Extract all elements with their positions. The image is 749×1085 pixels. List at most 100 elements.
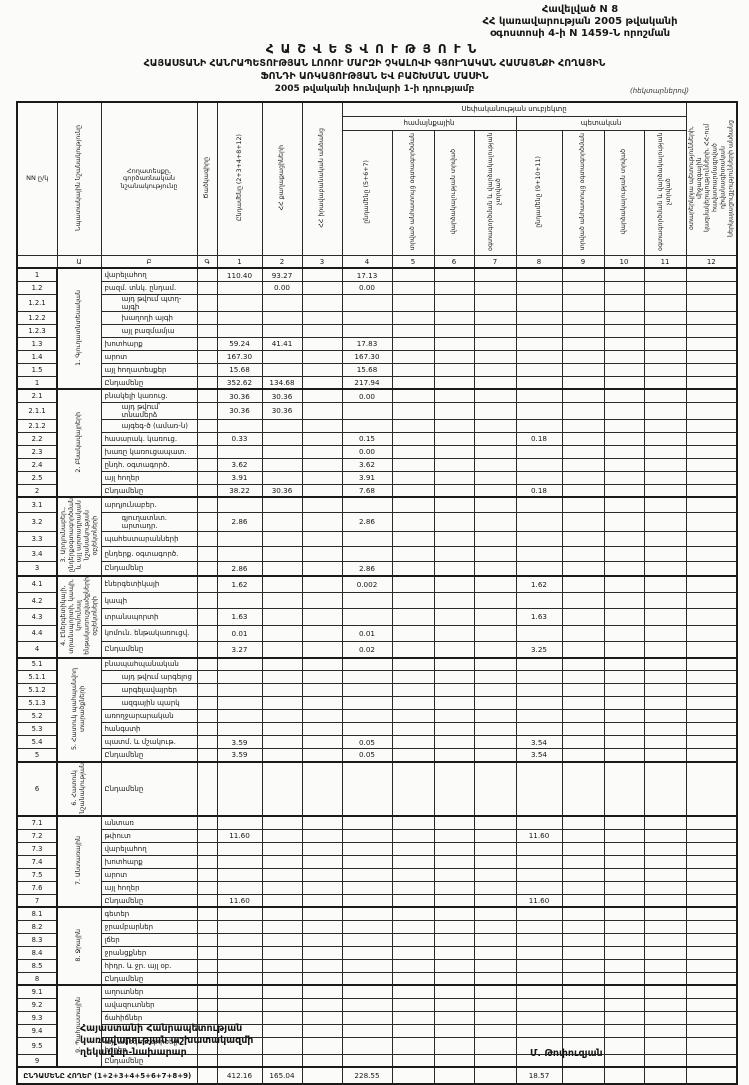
value-cell <box>261 591 303 610</box>
row-number: 1.5 <box>16 362 58 377</box>
code-cell <box>196 945 218 960</box>
value-cell <box>515 906 563 921</box>
section-label: 7. Անտառային <box>75 836 83 886</box>
value-cell <box>261 670 303 685</box>
header-col1: Ընդամենը (2+3+4+8+12) <box>216 101 263 256</box>
column-letter: 12 <box>685 254 738 270</box>
decree-line-2: օգոստոսի 4-ի N 1459-Ն որոշման <box>489 28 671 39</box>
value-cell <box>643 336 687 351</box>
land-type-label: Ընդամենը <box>100 971 198 986</box>
land-type-label: Ընդամենը <box>100 748 198 763</box>
value-cell <box>341 696 393 711</box>
value-cell <box>561 470 605 485</box>
value-cell <box>391 574 435 593</box>
value-cell <box>603 670 645 685</box>
value-cell: 0.18 <box>515 431 563 446</box>
value-cell <box>391 932 435 947</box>
footer-line-3: ղեկավար-նախարար <box>80 1046 187 1058</box>
land-type-label: ջրամբարներ <box>100 919 198 934</box>
value-cell <box>515 984 563 999</box>
value-cell <box>643 1023 687 1038</box>
table-row: 9.1 9. Պահուստային աղուտներ <box>16 984 738 1068</box>
signature-name: Մ. Թոփուզյան <box>530 1048 603 1059</box>
value-cell <box>301 735 343 750</box>
land-type-label: էներգետիկայի <box>100 574 198 593</box>
value-cell <box>603 841 645 856</box>
land-type-label: տրանսպորտի <box>100 608 198 626</box>
land-type-label: ընդհ. օգտագործ. <box>100 457 198 472</box>
value-cell <box>433 349 475 364</box>
value-cell <box>643 624 687 642</box>
value-cell <box>473 932 517 947</box>
land-type-label: Ընդամենը <box>100 760 198 817</box>
value-cell <box>473 375 517 390</box>
value-cell <box>515 854 563 869</box>
row-number: 4.1 <box>16 574 58 593</box>
value-cell <box>391 670 435 685</box>
column-letter <box>16 254 58 270</box>
value-cell <box>685 418 738 433</box>
value-cell: 1.62 <box>515 574 563 593</box>
value-cell <box>391 388 435 403</box>
value-cell <box>561 560 605 577</box>
value-cell <box>301 748 343 763</box>
value-cell <box>216 760 263 817</box>
value-cell <box>603 696 645 711</box>
table-row: 4.4 կոմուն. ենթակառուցվ. 0.01 0.01 <box>16 624 738 642</box>
value-cell: 0.05 <box>341 735 393 750</box>
value-cell <box>216 958 263 973</box>
value-cell <box>643 670 687 685</box>
value-cell: 2.86 <box>216 511 263 533</box>
value-cell <box>643 696 687 711</box>
land-type-label: վարելահող <box>100 841 198 856</box>
row-number: 9 <box>16 1053 58 1068</box>
value-cell <box>433 545 475 562</box>
value-cell <box>341 932 393 947</box>
code-cell <box>196 815 218 830</box>
value-cell <box>643 457 687 472</box>
value-cell <box>473 984 517 999</box>
column-letter: 9 <box>561 254 605 270</box>
value-cell <box>341 496 393 513</box>
row-number: 8.2 <box>16 919 58 934</box>
value-cell <box>603 893 645 908</box>
value-cell <box>433 997 475 1012</box>
value-cell <box>643 1036 687 1055</box>
value-cell <box>341 815 393 830</box>
value-cell <box>216 496 263 513</box>
value-cell <box>433 867 475 882</box>
value-cell <box>473 709 517 724</box>
value-cell <box>643 483 687 498</box>
land-type-label: գետեր <box>100 906 198 921</box>
value-cell <box>216 867 263 882</box>
value-cell <box>341 323 393 338</box>
value-cell <box>685 1066 738 1085</box>
value-cell <box>561 735 605 750</box>
footer-line-2: կառավարության աշխատակազմի <box>80 1034 254 1046</box>
value-cell <box>433 444 475 459</box>
section-cell: 3. Արդյունաբեր., ընդերքօգտագործման և այլ… <box>56 496 102 577</box>
table-row: 5.3 հանգստի <box>16 722 738 737</box>
value-cell <box>603 608 645 626</box>
value-cell <box>301 280 343 295</box>
value-cell <box>391 444 435 459</box>
value-cell <box>643 932 687 947</box>
value-cell <box>261 418 303 433</box>
value-cell <box>473 483 517 498</box>
row-number: 7.1 <box>16 815 58 830</box>
land-type-label: խոտհարք <box>100 336 198 351</box>
value-cell <box>515 545 563 562</box>
table-row: 2.1.2 այգեգ-ծ (ամառ-ն) <box>16 418 738 433</box>
code-cell <box>196 893 218 908</box>
code-cell <box>196 735 218 750</box>
code-cell <box>196 560 218 577</box>
value-cell <box>561 997 605 1012</box>
value-cell <box>391 656 435 672</box>
value-cell <box>515 560 563 577</box>
value-cell: 1.63 <box>515 608 563 626</box>
value-cell <box>433 748 475 763</box>
land-type-label: այգեգ-ծ (ամառ-ն) <box>100 418 198 433</box>
value-cell <box>685 280 738 295</box>
table-row: 5.1.3 ազգային պարկ <box>16 696 738 711</box>
value-cell <box>473 919 517 934</box>
